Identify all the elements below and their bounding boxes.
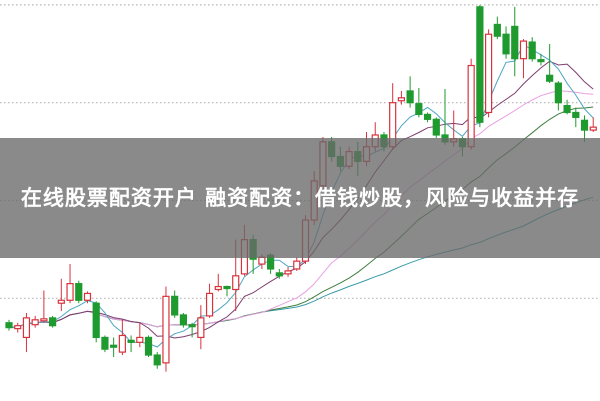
candle-up [485, 33, 493, 114]
candle-down [75, 283, 83, 301]
candle-down [48, 317, 57, 327]
candle-down [432, 118, 440, 136]
candle-up [293, 260, 301, 270]
candle-down [580, 119, 589, 131]
candle-up [284, 270, 292, 275]
candle-down [153, 354, 161, 366]
candle-down [423, 113, 432, 120]
candle-down [415, 103, 423, 116]
candle-up [22, 317, 31, 339]
candle-up [40, 318, 48, 322]
candle-down [179, 314, 187, 326]
candle-down [223, 285, 231, 290]
candle-down [5, 322, 13, 329]
candle-down [188, 324, 196, 328]
candle-up [136, 336, 144, 343]
title-banner: 在线股票配资开户 融资配资：借钱炒股，风险与收益并存 [0, 138, 600, 258]
candle-down [110, 344, 118, 348]
candle-down [493, 23, 501, 37]
candle-down [563, 105, 571, 114]
candle-down [92, 302, 100, 339]
candle-up [214, 285, 222, 291]
candle-down [502, 33, 510, 55]
candle-down [572, 111, 580, 118]
candle-up [66, 283, 74, 301]
candle-down [528, 41, 536, 60]
candle-up [467, 64, 475, 148]
candle-up [83, 292, 92, 301]
candle-down [554, 82, 562, 104]
candle-up [232, 275, 240, 291]
candle-down [476, 6, 484, 123]
candle-up [519, 40, 528, 60]
candle-up [14, 325, 22, 330]
candle-down [127, 339, 135, 343]
candle-down [171, 295, 179, 316]
candle-up [258, 256, 266, 265]
candle-down [406, 90, 414, 104]
banner-title: 在线股票配资开户 融资配资：借钱炒股，风险与收益并存 [20, 185, 580, 210]
candle-up [31, 319, 39, 326]
candle-up [197, 317, 205, 339]
candle-down [144, 336, 153, 356]
candle-down [511, 25, 519, 60]
candle-up [205, 292, 214, 317]
candle-up [589, 126, 597, 131]
candle-down [101, 336, 109, 350]
ma20-line [8, 90, 594, 329]
candle-up [57, 299, 65, 304]
candle-up [162, 295, 170, 364]
candle-down [537, 59, 545, 63]
ma5-line [8, 44, 594, 348]
candle-up [397, 97, 405, 102]
candle-down [275, 272, 283, 277]
candle-down [546, 74, 554, 82]
candle-up [118, 334, 126, 353]
